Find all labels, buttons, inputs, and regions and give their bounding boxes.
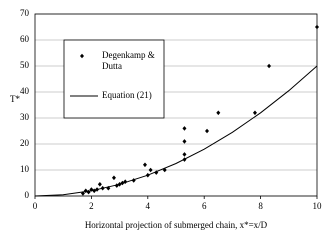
- legend-marker: [80, 53, 84, 59]
- y-tick-label: 40: [20, 86, 30, 96]
- data-point: [106, 185, 111, 191]
- x-axis-label: Horizontal projection of submerged chain…: [85, 220, 268, 230]
- data-point: [92, 188, 97, 194]
- x-tick-label: 8: [258, 201, 263, 211]
- curve: [34, 65, 318, 197]
- legend-label: Degenkamp & Dutta: [102, 50, 155, 71]
- y-tick-label: 20: [20, 138, 30, 148]
- y-tick-label: 30: [20, 112, 30, 122]
- x-tick-label: 4: [146, 201, 151, 211]
- y-axis-label: T*: [10, 94, 20, 104]
- data-point: [182, 126, 187, 131]
- data-point: [97, 182, 102, 187]
- data-point: [216, 110, 221, 116]
- y-tick-label: 10: [20, 164, 30, 174]
- y-tick-label: 50: [20, 60, 30, 70]
- x-tick-label: 2: [89, 201, 94, 211]
- data-point: [142, 162, 147, 168]
- legend-box: [63, 39, 165, 119]
- x-tick-label: 0: [33, 201, 38, 211]
- legend-label-part: Dutta: [102, 61, 122, 71]
- data-point: [148, 167, 153, 173]
- data-point: [252, 110, 257, 116]
- y-tick-label: 60: [20, 34, 30, 44]
- data-point: [267, 63, 272, 69]
- x-tick-label: 10: [313, 201, 323, 211]
- data-point: [83, 188, 88, 194]
- plot-frame: [34, 13, 318, 197]
- data-point: [114, 183, 119, 188]
- data-point: [111, 175, 116, 181]
- data-point: [123, 179, 128, 184]
- data-point: [86, 189, 91, 195]
- y-tick-label: 70: [20, 8, 30, 18]
- legend-label: Equation (21): [102, 90, 152, 100]
- data-point: [315, 24, 319, 30]
- x-tick-label: 6: [202, 201, 207, 211]
- data-point: [205, 128, 210, 134]
- data-point: [154, 170, 159, 175]
- y-tick-label: 0: [25, 190, 30, 200]
- data-point: [182, 139, 187, 144]
- data-point: [182, 152, 187, 157]
- legend-label-part: Degenkamp &: [102, 50, 155, 60]
